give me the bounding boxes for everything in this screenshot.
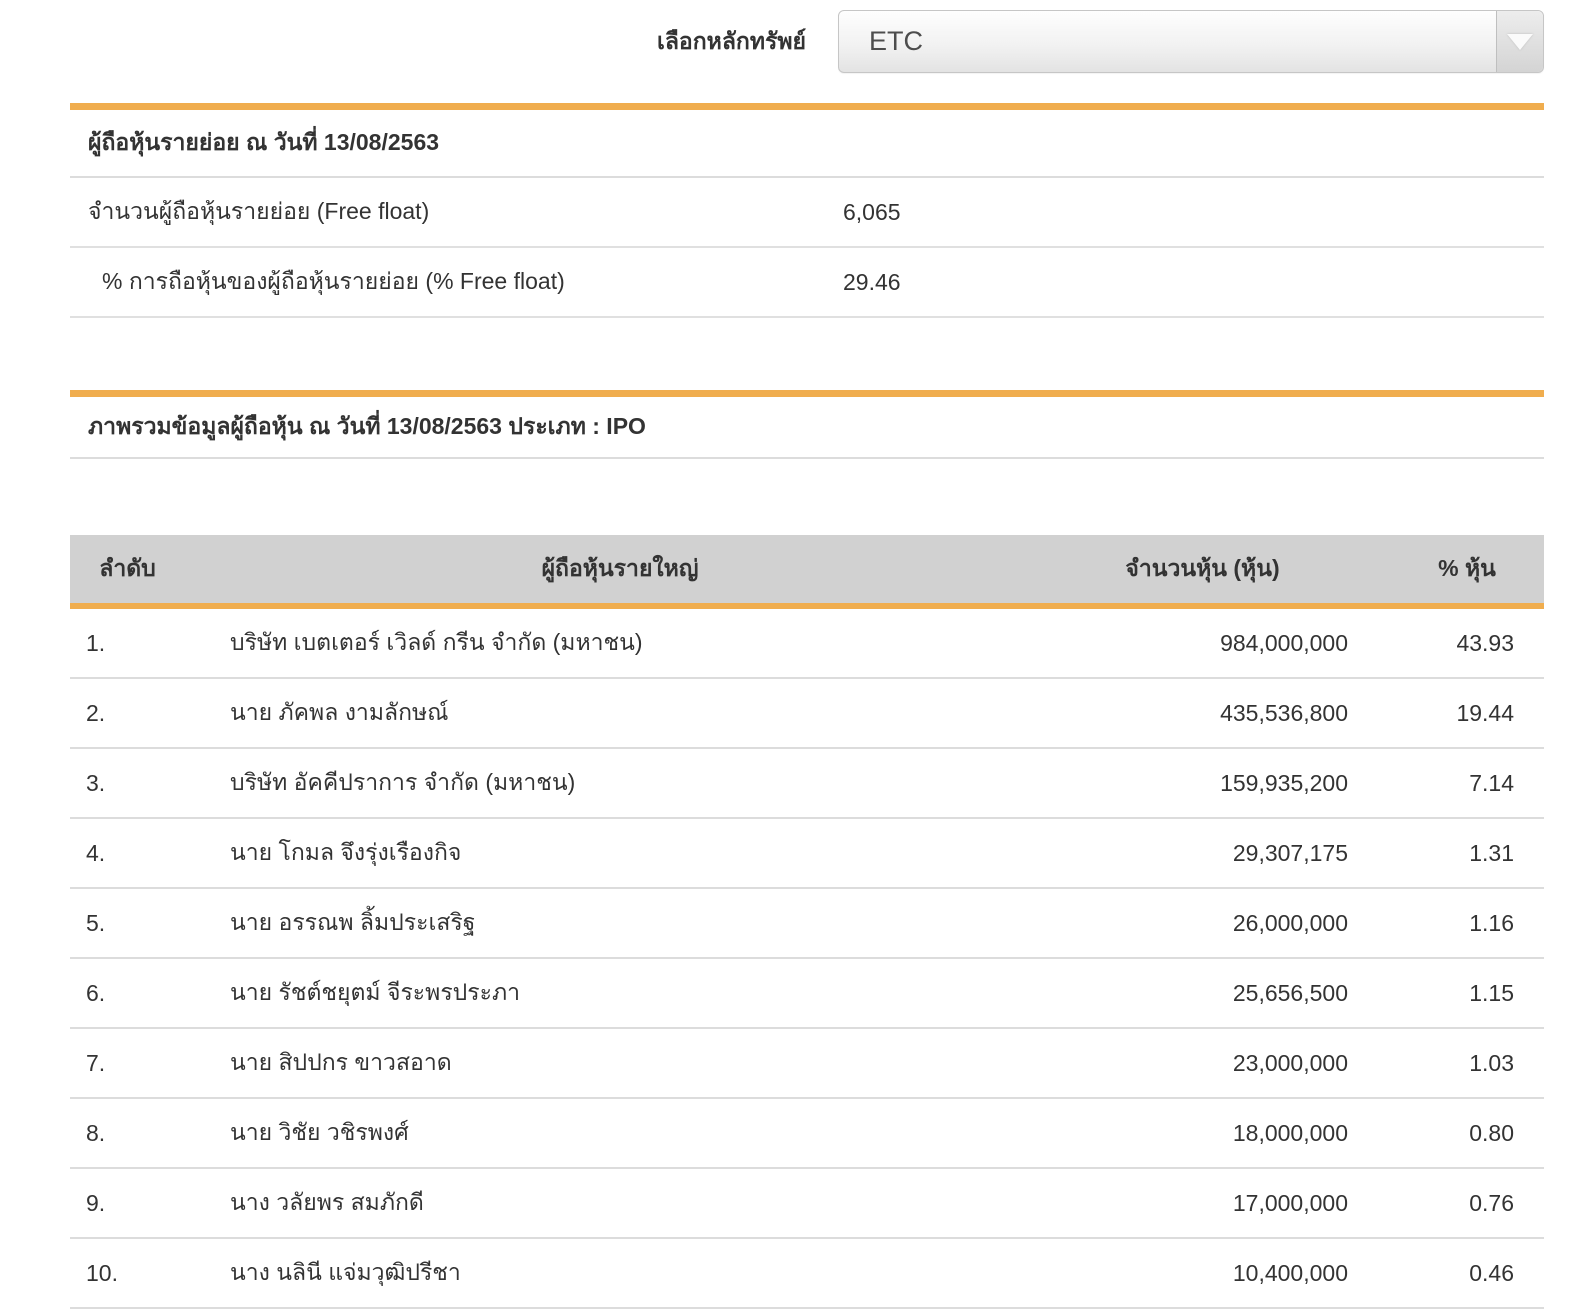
cell-rank: 6. <box>86 979 106 1006</box>
cell-rank: 4. <box>86 839 106 866</box>
cell-rank: 2. <box>86 699 106 726</box>
cell-name: นาย วิชัย วชิรพงศ์ <box>230 1119 409 1145</box>
table-row: 9. นาง วลัยพร สมภักดี 17,000,000 0.76 <box>70 1169 1544 1239</box>
table-row: 8. นาย วิชัย วชิรพงศ์ 18,000,000 0.80 <box>70 1099 1544 1169</box>
overview-section: ภาพรวมข้อมูลผู้ถือหุ้น ณ วันที่ 13/08/25… <box>70 390 1544 459</box>
cell-percent: 19.44 <box>1456 699 1514 726</box>
table-row: 1. บริษัท เบตเตอร์ เวิลด์ กรีน จำกัด (มห… <box>70 609 1544 679</box>
section-accent-bar <box>70 390 1544 397</box>
table-row: 6. นาย รัชต์ชยุตม์ จีระพรประภา 25,656,50… <box>70 959 1544 1029</box>
table-row: 3. บริษัท อัคคีปราการ จำกัด (มหาชน) 159,… <box>70 749 1544 819</box>
security-select-label: เลือกหลักทรัพย์ <box>656 27 806 54</box>
table-row: 5. นาย อรรณพ ลิ้มประเสริฐ 26,000,000 1.1… <box>70 889 1544 959</box>
cell-shares: 26,000,000 <box>1232 909 1348 936</box>
cell-rank: 3. <box>86 769 106 796</box>
cell-shares: 18,000,000 <box>1232 1119 1348 1146</box>
cell-shares: 25,656,500 <box>1232 979 1348 1006</box>
cell-name: บริษัท เบตเตอร์ เวิลด์ กรีน จำกัด (มหาชน… <box>230 629 643 655</box>
cell-percent: 0.46 <box>1469 1259 1514 1286</box>
cell-rank: 5. <box>86 909 106 936</box>
security-selector-row: เลือกหลักทรัพย์ ETC <box>70 10 1544 73</box>
cell-name: นาย รัชต์ชยุตม์ จีระพรประภา <box>230 979 521 1005</box>
table-row: 4. นาย โกมล จึงรุ่งเรืองกิจ 29,307,175 1… <box>70 819 1544 889</box>
cell-percent: 1.03 <box>1469 1049 1514 1076</box>
cell-rank: 10. <box>86 1259 118 1286</box>
free-float-section-title: ผู้ถือหุ้นรายย่อย ณ วันที่ 13/08/2563 <box>70 110 1544 178</box>
cell-percent: 1.16 <box>1469 909 1514 936</box>
cell-shares: 159,935,200 <box>1220 769 1348 796</box>
cell-name: นาง วลัยพร สมภักดี <box>230 1189 424 1215</box>
free-float-percent-row: % การถือหุ้นของผู้ถือหุ้นรายย่อย (% Free… <box>70 248 1544 318</box>
header-shares: จำนวนหุ้น (หุ้น) <box>1125 555 1280 581</box>
free-float-percent-label: % การถือหุ้นของผู้ถือหุ้นรายย่อย (% Free… <box>102 268 565 294</box>
overview-section-title: ภาพรวมข้อมูลผู้ถือหุ้น ณ วันที่ 13/08/25… <box>70 397 1544 459</box>
cell-name: นาย อรรณพ ลิ้มประเสริฐ <box>230 909 476 935</box>
cell-percent: 0.80 <box>1469 1119 1514 1146</box>
table-row: 7. นาย สิปปกร ขาวสอาด 23,000,000 1.03 <box>70 1029 1544 1099</box>
section-accent-bar <box>70 103 1544 110</box>
chevron-down-icon <box>1507 33 1533 50</box>
cell-percent: 0.76 <box>1469 1189 1514 1216</box>
cell-shares: 29,307,175 <box>1232 839 1348 866</box>
cell-rank: 7. <box>86 1049 106 1076</box>
table-header-row: ลำดับ ผู้ถือหุ้นรายใหญ่ จำนวนหุ้น (หุ้น)… <box>70 535 1544 603</box>
header-name: ผู้ถือหุ้นรายใหญ่ <box>541 555 699 581</box>
cell-percent: 7.14 <box>1469 769 1514 796</box>
select-arrow-button[interactable] <box>1496 11 1543 72</box>
cell-percent: 1.31 <box>1469 839 1514 866</box>
table-header-accent-bar <box>70 603 1544 609</box>
cell-rank: 1. <box>86 629 106 656</box>
free-float-count-label: จำนวนผู้ถือหุ้นรายย่อย (Free float) <box>88 198 430 224</box>
major-shareholders-table: ลำดับ ผู้ถือหุ้นรายใหญ่ จำนวนหุ้น (หุ้น)… <box>70 535 1544 1309</box>
cell-shares: 17,000,000 <box>1232 1189 1348 1216</box>
cell-name: นาย โกมล จึงรุ่งเรืองกิจ <box>230 839 462 865</box>
cell-percent: 43.93 <box>1456 629 1514 656</box>
header-percent: % หุ้น <box>1438 555 1496 581</box>
cell-name: นาง นลินี แจ่มวุฒิปรีชา <box>230 1259 461 1285</box>
cell-shares: 23,000,000 <box>1232 1049 1348 1076</box>
free-float-section: ผู้ถือหุ้นรายย่อย ณ วันที่ 13/08/2563 จำ… <box>70 103 1544 318</box>
cell-shares: 435,536,800 <box>1220 699 1348 726</box>
header-rank: ลำดับ <box>99 555 156 581</box>
cell-rank: 9. <box>86 1189 106 1216</box>
cell-shares: 10,400,000 <box>1232 1259 1348 1286</box>
security-select[interactable]: ETC <box>838 10 1544 73</box>
table-row: 10. นาง นลินี แจ่มวุฒิปรีชา 10,400,000 0… <box>70 1239 1544 1309</box>
free-float-count-value: 6,065 <box>843 198 901 225</box>
cell-name: นาย สิปปกร ขาวสอาด <box>230 1049 452 1075</box>
free-float-count-row: จำนวนผู้ถือหุ้นรายย่อย (Free float) 6,06… <box>70 178 1544 248</box>
cell-rank: 8. <box>86 1119 106 1146</box>
table-row: 2. นาย ภัคพล งามลักษณ์ 435,536,800 19.44 <box>70 679 1544 749</box>
free-float-percent-value: 29.46 <box>843 268 901 295</box>
cell-name: บริษัท อัคคีปราการ จำกัด (มหาชน) <box>230 769 576 795</box>
cell-shares: 984,000,000 <box>1220 629 1348 656</box>
cell-name: นาย ภัคพล งามลักษณ์ <box>230 699 449 725</box>
security-select-value: ETC <box>869 26 923 56</box>
cell-percent: 1.15 <box>1469 979 1514 1006</box>
